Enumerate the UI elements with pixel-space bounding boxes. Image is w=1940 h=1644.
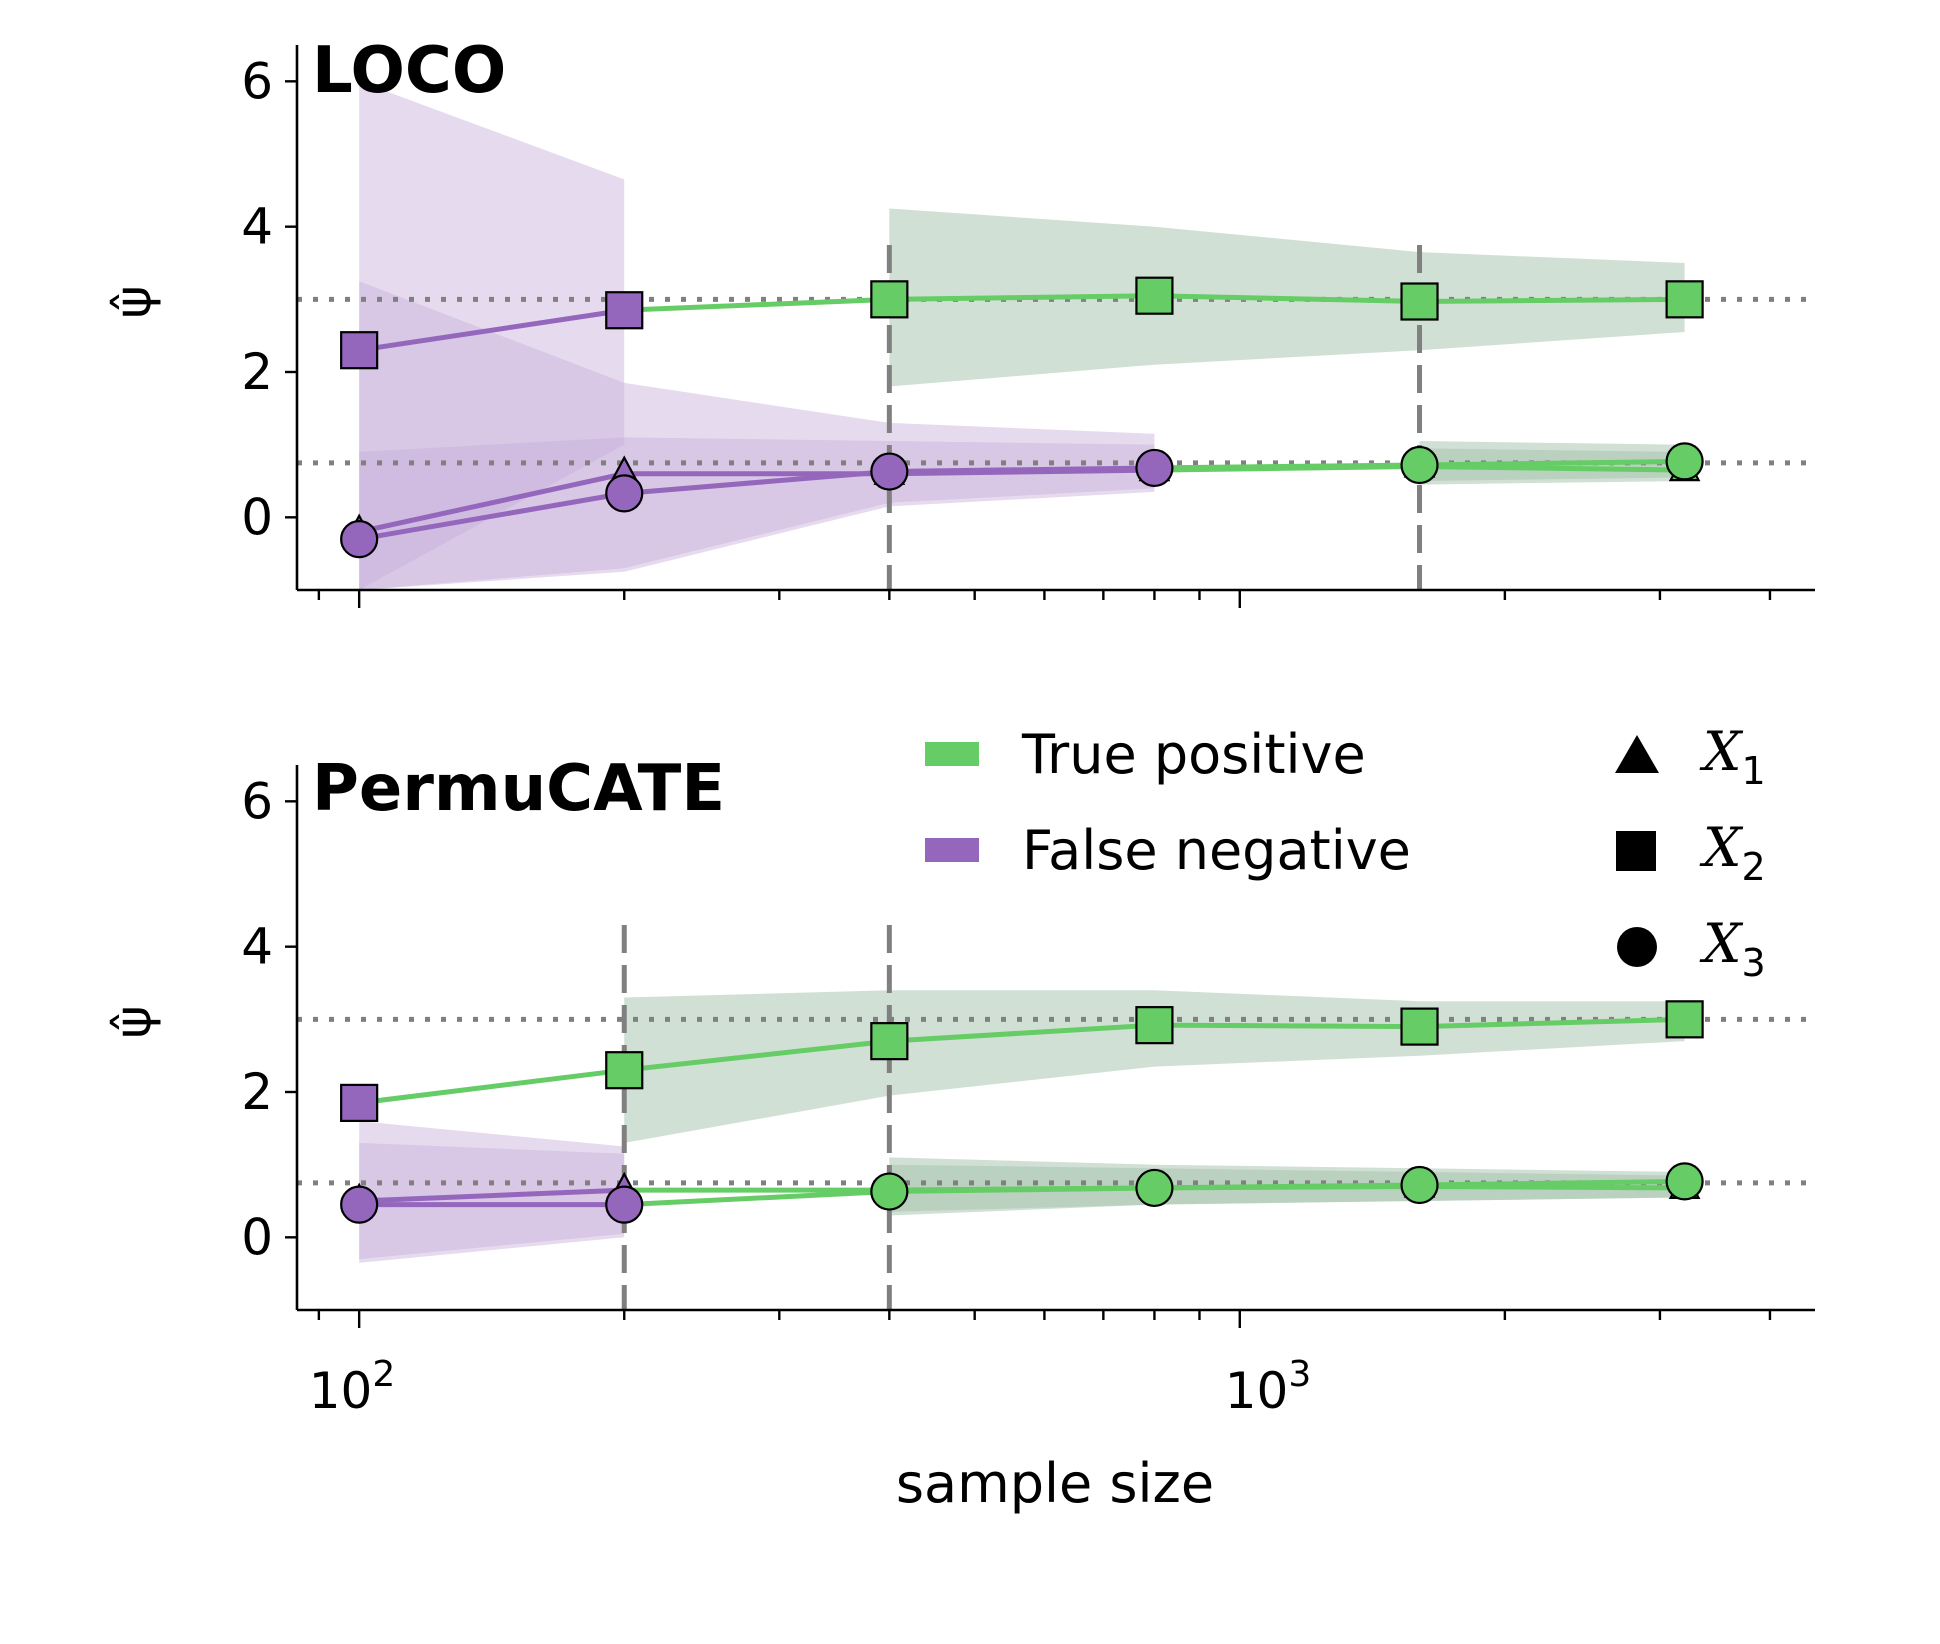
permucate-x3-point — [1135, 1168, 1174, 1208]
legend-false-negative-label: False negative — [1022, 819, 1411, 882]
loco-x3-line-segment — [1154, 462, 1420, 471]
loco-x3-point — [1665, 442, 1704, 481]
permucate-x2-line-segment — [1419, 1016, 1685, 1030]
svg-text:103: 103 — [1225, 1354, 1312, 1420]
permucate-y-tick-label: 6 — [241, 772, 273, 830]
loco-x3-line-segment — [624, 469, 890, 496]
loco-x2-line-segment — [1419, 296, 1685, 305]
legend: True positive False negative X1 X2 X3 — [925, 720, 1766, 985]
loco-x3-fn-band — [359, 281, 1155, 590]
permucate-x2-line-segment — [889, 1022, 1155, 1044]
legend-true-positive-swatch — [925, 742, 979, 766]
permucate-x3-line-segment — [1419, 1178, 1685, 1188]
loco-title: LOCO — [312, 34, 506, 108]
permucate-title: PermuCATE — [312, 752, 725, 826]
permucate-panel: 0 2 4 6 PermuCATE ψ̂ sample size 102 103 — [104, 752, 1815, 1515]
loco-x2-line-segment — [889, 293, 1155, 302]
loco-x2-point — [340, 331, 379, 370]
x-axis-label: sample size — [896, 1452, 1214, 1515]
loco-x3-line-segment — [889, 465, 1155, 475]
permucate-x2-point — [1135, 1006, 1174, 1045]
loco-y-tick-label: 2 — [241, 343, 273, 401]
permucate-x1-line-segment — [359, 1187, 625, 1204]
loco-x1-line-segment — [358, 471, 625, 535]
loco-y-tick-label: 4 — [241, 198, 273, 256]
permucate-x2-point — [605, 1051, 644, 1090]
permucate-y-tick-label: 2 — [241, 1063, 273, 1121]
loco-x3-point — [340, 520, 379, 559]
permucate-x3-line-segment — [624, 1189, 890, 1208]
loco-x3-line-segment — [358, 490, 625, 542]
loco-x3-point — [605, 474, 644, 513]
loco-x2-point — [870, 280, 909, 319]
permucate-x3-line-segment — [1154, 1182, 1420, 1191]
loco-x2-line-segment — [1154, 293, 1420, 305]
permucate-x3-point — [870, 1172, 909, 1211]
legend-false-negative-swatch — [925, 838, 979, 862]
loco-x3-line-segment — [1419, 458, 1685, 468]
loco-x1-line-segment — [1419, 463, 1685, 473]
permucate-plot-area — [297, 925, 1815, 1310]
loco-x3-point — [870, 452, 909, 491]
permucate-y-tick-label: 0 — [241, 1208, 273, 1266]
loco-y-label: ψ̂ — [104, 286, 162, 319]
loco-y-tick-label: 0 — [241, 488, 273, 546]
legend-true-positive-label: True positive — [1021, 723, 1366, 786]
x-tick-label-1000: 103 — [1225, 1354, 1312, 1420]
loco-y-tick-label: 6 — [241, 52, 273, 110]
permucate-x3-line-segment — [889, 1185, 1155, 1195]
x-tick-label-100: 102 — [309, 1354, 396, 1420]
loco-x2-point — [1665, 280, 1704, 319]
loco-x2-line-segment — [624, 296, 890, 313]
loco-x2-point — [1400, 282, 1439, 321]
permucate-x2-point — [340, 1083, 379, 1123]
permucate-y-tick-label: 4 — [241, 918, 273, 976]
loco-x3-point — [1135, 448, 1174, 488]
permucate-x2-line-segment — [1154, 1022, 1420, 1030]
permucate-x2-line-segment — [358, 1067, 625, 1106]
legend-x2-label: X2 — [1699, 816, 1766, 889]
permucate-y-label: ψ̂ — [104, 1006, 162, 1039]
legend-x1-label: X1 — [1699, 720, 1766, 793]
permucate-x3-fn-band — [359, 1121, 625, 1260]
permucate-x3-point — [605, 1185, 644, 1224]
loco-x2-line-segment — [358, 307, 625, 353]
loco-x2-point — [1135, 276, 1174, 315]
permucate-x2-point — [1665, 1000, 1704, 1039]
permucate-x2-point — [1400, 1007, 1439, 1046]
legend-x3-label: X3 — [1699, 912, 1766, 985]
loco-plot-area — [297, 81, 1815, 590]
legend-square-marker — [1616, 831, 1656, 871]
legend-circle-marker — [1617, 927, 1657, 967]
loco-x2-point — [605, 291, 644, 330]
loco-x1-fn-band — [359, 437, 1155, 590]
loco-panel: 0 2 4 6 LOCO ψ̂ — [104, 34, 1815, 608]
legend-triangle-marker — [1615, 735, 1659, 773]
permucate-x2-line-segment — [623, 1038, 890, 1073]
permucate-x3-point — [1400, 1165, 1439, 1205]
permucate-x2-point — [870, 1022, 909, 1061]
permucate-x3-point — [1665, 1162, 1704, 1201]
permucate-x3-point — [340, 1185, 379, 1224]
loco-x3-point — [1400, 445, 1439, 485]
svg-text:102: 102 — [309, 1354, 396, 1420]
